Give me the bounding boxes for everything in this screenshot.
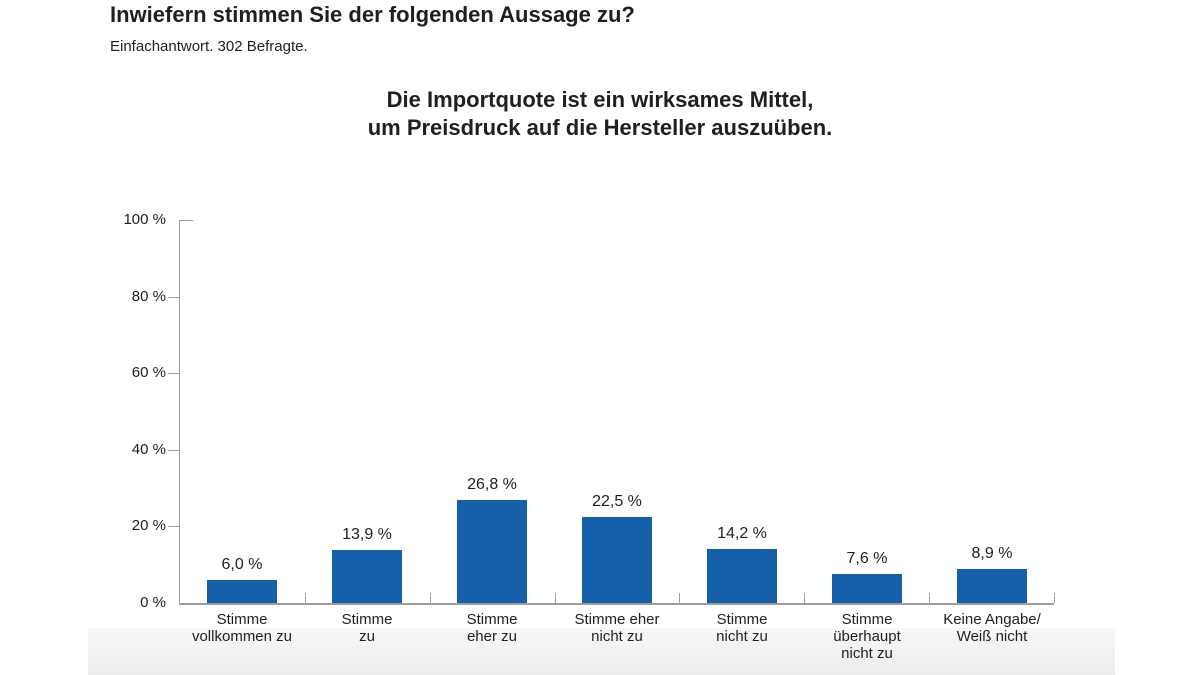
chart-title-line-2: um Preisdruck auf die Hersteller auszuüb… (367, 115, 833, 140)
bar-4 (582, 517, 652, 603)
chart-title-line-1: Die Importquote ist ein wirksames Mittel… (386, 87, 814, 112)
bar-6 (832, 574, 902, 603)
chart-title: Die Importquote ist ein wirksames Mittel… (0, 86, 1200, 142)
bar-value-label: 14,2 % (717, 525, 767, 542)
x-axis-tick (679, 593, 680, 603)
category-label: Stimme nicht zu (716, 611, 768, 645)
bar-2 (332, 550, 402, 603)
page-bottom-band (88, 628, 1115, 675)
category-label: Stimme eher nicht zu (574, 611, 660, 645)
bar-1 (207, 580, 277, 603)
y-axis-tick (168, 526, 180, 528)
category-label: Stimme überhaupt nicht zu (833, 611, 901, 662)
bar-7 (957, 569, 1027, 603)
bar-value-label: 22,5 % (592, 493, 642, 510)
bar-chart-plot-area: 0 % 20 % 40 % 60 % 80 % 100 % 6,0 % Stimme vollk… (123, 211, 1055, 662)
y-axis-tick (168, 373, 180, 375)
bar-value-label: 6,0 % (221, 556, 263, 573)
bar-value-label: 7,6 % (846, 550, 888, 567)
x-axis-tick (1054, 593, 1055, 603)
y-axis-tick (168, 296, 180, 298)
y-axis-tick (168, 449, 180, 451)
x-axis-tick (305, 593, 306, 603)
y-axis-tick-label: 40 % (131, 440, 166, 458)
bar-5 (707, 549, 777, 603)
bar-value-label: 26,8 % (467, 476, 517, 493)
y-axis-tick-label: 20 % (131, 517, 166, 535)
category-label: Stimme zu (341, 611, 393, 645)
y-axis-tick-label: 80 % (131, 287, 166, 305)
x-axis-tick (929, 593, 930, 603)
x-axis-tick (804, 593, 805, 603)
y-axis-top-tick (180, 220, 193, 221)
category-label: Stimme eher zu (466, 611, 518, 645)
bar-3 (457, 500, 527, 603)
x-axis-tick (555, 593, 556, 603)
bar-value-label: 8,9 % (971, 545, 1013, 562)
x-axis-tick (430, 593, 431, 603)
bar-value-label: 13,9 % (342, 526, 392, 543)
category-label: Keine Angabe/Weiß nicht (943, 611, 1041, 645)
category-label: Stimme vollkommen zu (191, 611, 293, 645)
y-axis-tick-label: 0 % (140, 594, 166, 611)
question-subtitle: Einfachantwort. 302 Befragte. (110, 38, 308, 55)
y-axis-tick-label: 60 % (131, 364, 166, 382)
y-axis-tick-label: 100 % (123, 211, 166, 228)
question-title: Inwiefern stimmen Sie der folgenden Auss… (110, 2, 635, 27)
